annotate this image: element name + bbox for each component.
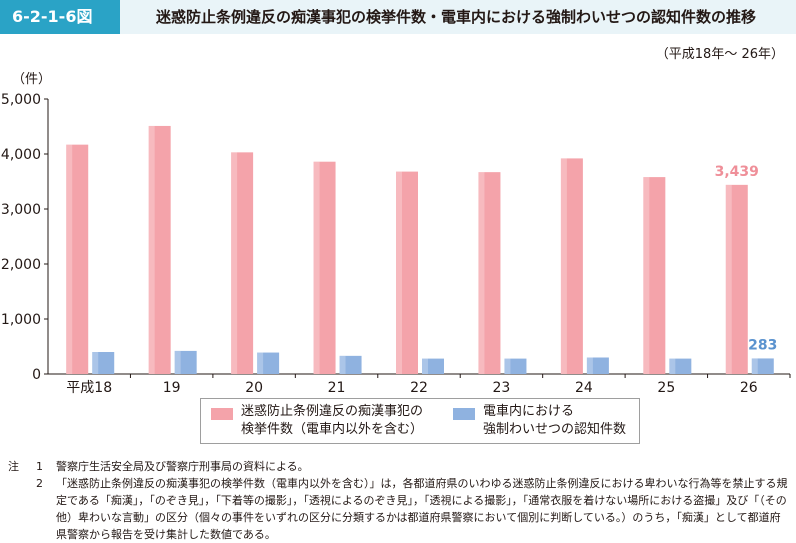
note-prefix: 注 <box>8 460 19 473</box>
legend-label-pink: 迷惑防止条例違反の痴漢事犯の 検挙件数（電車内以外を含む） <box>241 404 424 437</box>
legend: 迷惑防止条例違反の痴漢事犯の 検挙件数（電車内以外を含む） 電車内における 強制… <box>200 398 640 444</box>
bar-highlight <box>643 177 650 374</box>
bar-highlight <box>504 358 511 374</box>
note-text: 「迷惑防止条例違反の痴漢事犯の検挙件数（電車内以外を含む）」は，各都道府県のいわ… <box>56 477 788 541</box>
x-tick-label: 20 <box>245 380 263 396</box>
bar-highlight <box>231 152 238 374</box>
x-tick-label: 平成18 <box>66 380 112 396</box>
bar-highlight <box>313 161 320 374</box>
notes: 注 1 警察庁生活安全局及び警察庁刑事局の資料による。 2 「迷惑防止条例違反の… <box>8 458 790 543</box>
note-2: 2 「迷惑防止条例違反の痴漢事犯の検挙件数（電車内以外を含む）」は，各都道府県の… <box>8 475 790 543</box>
legend-label-blue: 電車内における 強制わいせつの認知件数 <box>483 404 627 437</box>
bar-pink <box>313 161 336 374</box>
bar-highlight <box>148 125 155 374</box>
bar-blue <box>174 350 197 374</box>
y-tick-label: 4,000 <box>1 147 41 163</box>
bar-highlight <box>92 352 99 374</box>
bar-pink <box>148 125 171 374</box>
bar-pink <box>643 177 666 374</box>
bar-blue <box>751 358 774 374</box>
bar-pink <box>396 171 418 374</box>
period-label: （平成18年～ 26年） <box>655 47 784 62</box>
bar-highlight <box>174 350 181 374</box>
unit-label: （件） <box>12 72 52 87</box>
bar-highlight <box>422 358 428 374</box>
bar-highlight <box>669 358 676 374</box>
bar-highlight <box>339 355 346 374</box>
chart-title: 迷惑防止条例違反の痴漢事犯の検挙件数・電車内における強制わいせつの認知件数の推移 <box>156 8 757 26</box>
bar-pink <box>725 184 748 374</box>
figure-header: 6-2-1-6図 迷惑防止条例違反の痴漢事犯の検挙件数・電車内における強制わいせ… <box>0 0 796 34</box>
x-tick-label: 22 <box>410 380 428 396</box>
bar-blue <box>257 352 280 374</box>
bar-blue <box>422 358 444 374</box>
bar-highlight <box>478 172 485 374</box>
data-label: 283 <box>748 337 777 353</box>
note-number: 2 <box>36 477 43 490</box>
x-tick-label: 19 <box>163 380 181 396</box>
bar-blue <box>339 355 362 374</box>
bar-highlight <box>586 357 593 374</box>
note-number: 1 <box>36 460 43 473</box>
note-text: 警察庁生活安全局及び警察庁刑事局の資料による。 <box>56 460 309 473</box>
bar-pink <box>231 152 254 374</box>
y-tick-label: 0 <box>32 367 41 383</box>
x-tick-label: 25 <box>657 380 675 396</box>
y-tick-label: 1,000 <box>1 312 41 328</box>
bar-blue <box>669 358 692 374</box>
bar-blue <box>504 358 527 374</box>
bar-blue <box>92 352 115 374</box>
bar-pink <box>66 144 89 374</box>
legend-swatch-pink <box>211 408 233 420</box>
x-tick-label: 26 <box>740 380 758 396</box>
x-tick-label: 24 <box>575 380 593 396</box>
note-1: 注 1 警察庁生活安全局及び警察庁刑事局の資料による。 <box>8 458 790 475</box>
y-tick-label: 2,000 <box>1 257 41 273</box>
figure-number: 6-2-1-6図 <box>0 0 120 34</box>
x-tick-label: 21 <box>328 380 346 396</box>
bar-pink <box>560 158 583 374</box>
bar-highlight <box>66 144 73 374</box>
header-bar <box>120 0 796 34</box>
bar-highlight <box>751 358 758 374</box>
bar-highlight <box>396 171 402 374</box>
y-tick-label: 3,000 <box>1 202 41 218</box>
x-tick-label: 23 <box>493 380 511 396</box>
bar-highlight <box>560 158 567 374</box>
legend-swatch-blue <box>453 408 475 420</box>
data-label: 3,439 <box>715 164 759 180</box>
y-tick-label: 5,000 <box>1 92 41 108</box>
bar-blue <box>586 357 609 374</box>
bar-pink <box>478 172 501 374</box>
bar-highlight <box>257 352 264 374</box>
bar-highlight <box>725 184 732 374</box>
